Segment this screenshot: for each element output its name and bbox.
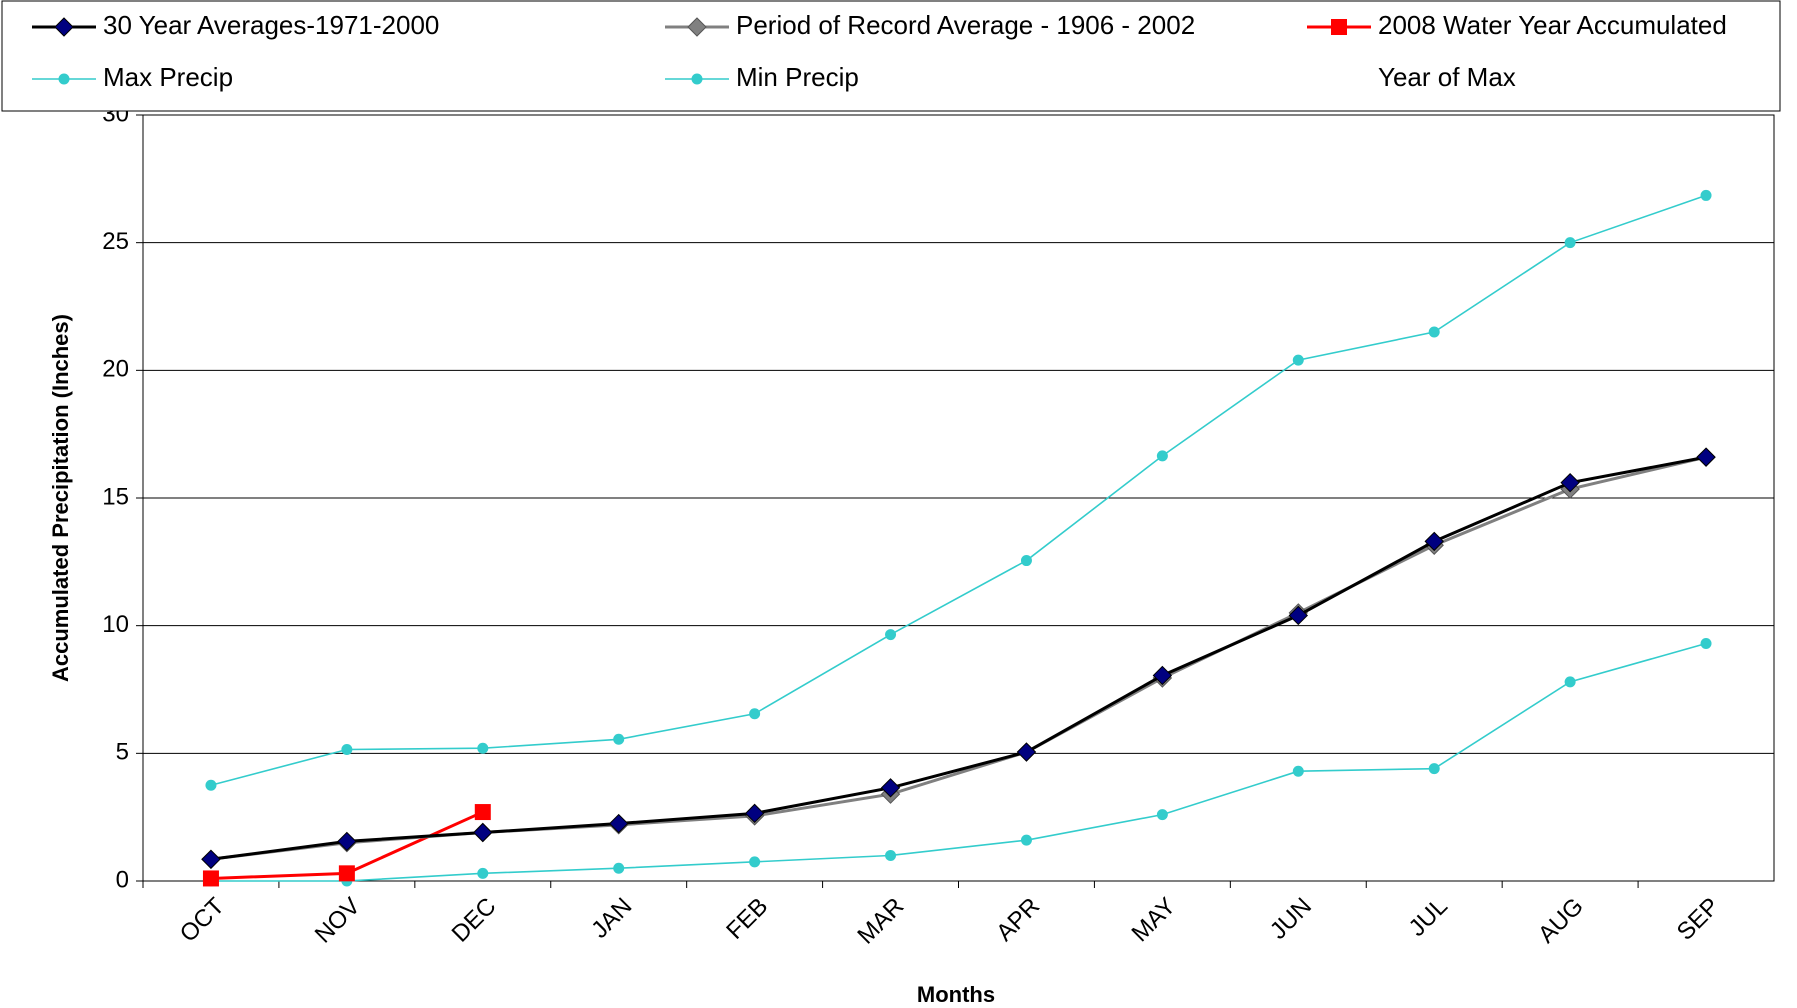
y-tick-label: 25 [102, 228, 129, 255]
marker [1016, 742, 1037, 762]
marker [1292, 354, 1304, 366]
legend-item: 2008 Water Year Accumulated [1307, 10, 1727, 40]
x-tick-label: SEP [1672, 893, 1725, 946]
x-tick-label: FEB [721, 893, 773, 945]
marker [1292, 765, 1304, 777]
marker [337, 831, 357, 852]
y-axis-label: Accumulated Precipitation (Inches) [48, 314, 73, 682]
y-tick-label: 0 [116, 866, 129, 893]
legend-item: Max Precip [32, 62, 233, 92]
marker [613, 733, 625, 745]
marker [885, 629, 897, 641]
marker [1020, 555, 1032, 567]
marker [691, 73, 703, 85]
x-tick-label: MAY [1126, 893, 1181, 948]
legend-item: Period of Record Average - 1906 - 2002 [665, 10, 1195, 40]
marker [1564, 676, 1576, 688]
marker [880, 778, 901, 798]
marker [1700, 638, 1712, 650]
legend-item: Year of Max [1378, 62, 1516, 92]
x-tick-label: MAR [852, 893, 909, 950]
marker [749, 856, 761, 868]
x-tick-label: APR [991, 893, 1045, 947]
series [205, 638, 1712, 887]
x-tick-label: NOV [310, 893, 366, 949]
marker [885, 849, 897, 861]
legend-item: Min Precip [665, 62, 859, 92]
series [205, 189, 1712, 791]
marker [749, 708, 761, 720]
legend-label: Period of Record Average - 1906 - 2002 [736, 10, 1195, 40]
y-tick-label: 5 [116, 739, 129, 766]
series-line [210, 455, 1707, 861]
marker [1288, 605, 1308, 626]
marker [58, 73, 70, 85]
marker [338, 865, 355, 882]
marker [1428, 326, 1440, 338]
marker [1564, 237, 1576, 249]
legend-box [1, 0, 1781, 112]
series-line [210, 642, 1707, 882]
marker [1156, 809, 1168, 821]
x-tick-label: DEC [447, 893, 502, 948]
legend-item: 30 Year Averages-1971-2000 [32, 10, 439, 40]
marker [1152, 665, 1173, 686]
marker [1428, 763, 1440, 775]
legend-label: Max Precip [103, 62, 233, 92]
x-tick-label: JUL [1404, 893, 1453, 942]
legend-label: 30 Year Averages-1971-2000 [103, 10, 439, 40]
marker [609, 813, 629, 834]
marker [341, 744, 353, 756]
marker [201, 849, 221, 870]
legend-label: Min Precip [736, 62, 859, 92]
marker [477, 867, 489, 879]
marker [202, 870, 219, 887]
marker [477, 742, 489, 754]
marker [1424, 531, 1444, 552]
x-tick-label: JUN [1265, 893, 1317, 945]
y-tick-label: 15 [102, 483, 129, 510]
marker [474, 804, 491, 821]
series [201, 447, 1716, 870]
marker [1560, 472, 1580, 493]
marker [1696, 447, 1716, 467]
y-tick-label: 10 [102, 611, 129, 638]
marker [687, 17, 707, 37]
marker [205, 779, 217, 791]
marker [1700, 189, 1712, 201]
legend-label: 2008 Water Year Accumulated [1378, 10, 1727, 40]
marker [613, 862, 625, 874]
marker [744, 803, 765, 824]
x-axis-label: Months [917, 982, 995, 1007]
y-tick-label: 20 [102, 356, 129, 383]
x-tick-label: JAN [586, 893, 637, 944]
x-tick-label: OCT [175, 892, 230, 947]
marker [1331, 19, 1347, 35]
series-line [210, 194, 1707, 787]
legend-label: Year of Max [1378, 62, 1516, 92]
marker [1020, 834, 1032, 846]
marker [54, 17, 74, 37]
marker [473, 822, 493, 843]
x-tick-label: AUG [1533, 893, 1589, 949]
marker [1156, 450, 1168, 462]
series [202, 804, 491, 887]
